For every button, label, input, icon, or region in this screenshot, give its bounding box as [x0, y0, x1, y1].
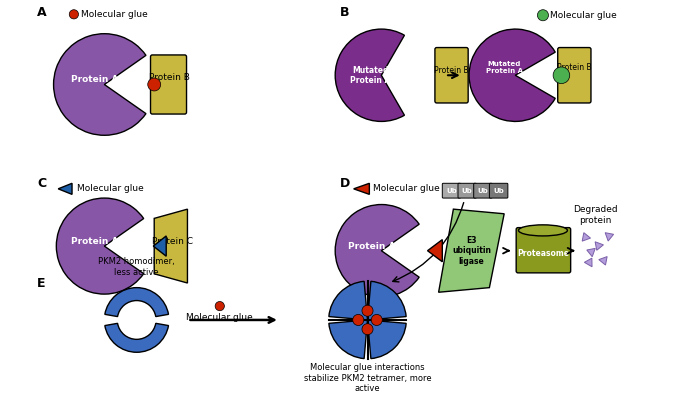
FancyBboxPatch shape — [474, 183, 492, 198]
Text: Protein C: Protein C — [152, 237, 193, 246]
FancyBboxPatch shape — [435, 47, 468, 103]
FancyBboxPatch shape — [151, 55, 186, 114]
Text: Mutated
Protein A: Mutated Protein A — [486, 61, 522, 74]
Text: A: A — [37, 6, 47, 19]
Text: Proteasome: Proteasome — [517, 249, 569, 258]
Polygon shape — [582, 233, 591, 241]
Circle shape — [362, 305, 373, 316]
Wedge shape — [367, 320, 406, 359]
Text: Protein B: Protein B — [148, 73, 190, 82]
Circle shape — [148, 78, 161, 91]
Circle shape — [353, 314, 364, 325]
Text: Degraded
protein: Degraded protein — [573, 205, 618, 225]
Text: Protein A: Protein A — [72, 237, 119, 246]
Circle shape — [537, 10, 549, 21]
Text: E3
ubiquitin
ligase: E3 ubiquitin ligase — [452, 236, 491, 265]
Polygon shape — [154, 209, 188, 283]
Text: PKM2 homodimer,
less active: PKM2 homodimer, less active — [99, 257, 175, 276]
Circle shape — [371, 314, 382, 325]
FancyBboxPatch shape — [489, 183, 508, 198]
Polygon shape — [354, 183, 369, 194]
Wedge shape — [105, 324, 169, 352]
Polygon shape — [587, 248, 595, 257]
Text: C: C — [37, 177, 46, 190]
Polygon shape — [427, 240, 442, 262]
FancyBboxPatch shape — [458, 183, 477, 198]
Text: Ub: Ub — [462, 188, 472, 194]
Text: Molecular glue: Molecular glue — [186, 313, 253, 322]
Text: Protein B: Protein B — [557, 63, 592, 72]
Text: Mutated
Protein A: Mutated Protein A — [350, 66, 390, 85]
Text: Protein A: Protein A — [348, 242, 396, 250]
Wedge shape — [56, 198, 144, 294]
Text: B: B — [340, 6, 349, 19]
Circle shape — [362, 324, 373, 335]
Wedge shape — [335, 29, 404, 121]
Text: Protein B: Protein B — [434, 66, 469, 75]
Polygon shape — [585, 258, 592, 267]
Circle shape — [553, 67, 570, 84]
Circle shape — [70, 10, 78, 19]
Text: E: E — [37, 276, 45, 290]
FancyBboxPatch shape — [516, 228, 570, 273]
Polygon shape — [595, 242, 603, 250]
Text: Molecular glue: Molecular glue — [77, 184, 143, 193]
Wedge shape — [53, 34, 146, 135]
Text: D: D — [340, 177, 350, 190]
Text: Molecular glue interactions
stabilize PKM2 tetramer, more
active: Molecular glue interactions stabilize PK… — [304, 363, 431, 393]
Ellipse shape — [518, 225, 568, 236]
Text: Molecular glue: Molecular glue — [81, 10, 148, 19]
Wedge shape — [105, 288, 169, 316]
Text: Ub: Ub — [493, 188, 504, 194]
Wedge shape — [335, 205, 419, 297]
Wedge shape — [329, 320, 367, 359]
Polygon shape — [58, 183, 72, 194]
Polygon shape — [439, 209, 504, 292]
Text: Ub: Ub — [446, 188, 457, 194]
Wedge shape — [469, 29, 556, 121]
Text: Protein A: Protein A — [72, 75, 119, 85]
FancyBboxPatch shape — [442, 183, 461, 198]
Text: Molecular glue: Molecular glue — [550, 11, 617, 20]
Polygon shape — [605, 233, 614, 241]
Wedge shape — [367, 281, 406, 320]
Circle shape — [215, 301, 224, 311]
Polygon shape — [599, 257, 607, 265]
Polygon shape — [153, 236, 166, 256]
FancyBboxPatch shape — [558, 47, 591, 103]
Wedge shape — [329, 281, 367, 320]
Text: Ub: Ub — [477, 188, 488, 194]
Text: Molecular glue: Molecular glue — [373, 184, 440, 193]
